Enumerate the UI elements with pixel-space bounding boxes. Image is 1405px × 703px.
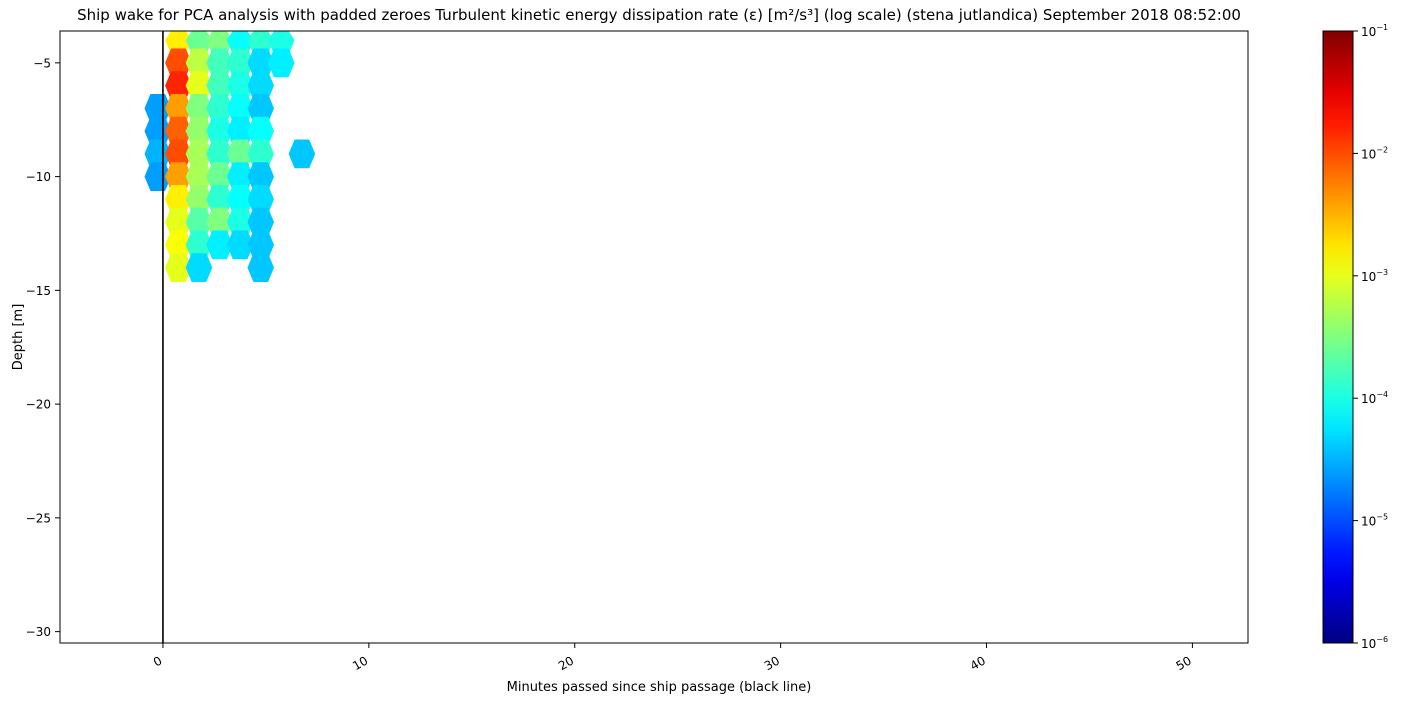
y-tick-label: −30 [26,625,51,639]
heat-cell [165,139,192,169]
heat-cell [206,162,233,191]
x-axis: 0 10 20 30 40 50 [151,643,1194,673]
colorbar-tick-label: 10−6 [1361,635,1388,651]
heat-cell [165,48,192,78]
chart-title: Ship wake for PCA analysis with padded z… [77,6,1241,24]
heat-cell [226,230,254,260]
heat-cell [185,253,213,282]
x-tick-label: 30 [762,653,782,673]
y-axis: −5 −10 −15 −20 −25 −30 [26,56,60,639]
x-tick-label: 40 [968,653,988,673]
colorbar-ticks: 10−6 10−5 10−4 10−3 10−2 10−1 [1353,23,1388,651]
heat-cell [247,48,274,78]
heat-cell [247,253,274,282]
heat-cell [185,48,213,78]
heat-cell [144,116,172,146]
heat-cell [165,162,192,191]
colorbar-tick-label: 10−5 [1361,513,1388,529]
heat-cell [185,207,213,237]
heat-cell [247,185,274,214]
heat-cell [288,139,316,169]
heat-cell [165,207,192,237]
heat-cell [247,139,274,169]
heat-cell [206,139,233,169]
heat-cell [247,94,274,123]
heat-cell [165,230,192,260]
colorbar: 10−6 10−5 10−4 10−3 10−2 10−1 [1322,23,1388,651]
heat-cell [226,48,254,78]
heat-cell [165,116,192,146]
heat-cell [226,94,254,123]
y-tick-label: −20 [26,398,51,412]
heat-cell [185,71,213,100]
heat-cell [165,71,192,100]
colorbar-gradient [1323,31,1353,643]
heat-cell [206,71,233,100]
heat-cell [206,207,233,237]
dissipation-field [144,31,316,282]
heat-cell [268,48,295,78]
heat-cell [226,162,254,191]
heat-cell [247,230,274,260]
heat-cell [226,139,254,169]
colorbar-tick-label: 10−2 [1361,145,1388,161]
heat-cell [206,116,233,146]
heat-cell [247,207,274,237]
heat-cell [206,230,233,260]
y-tick-label: −5 [33,56,51,70]
heat-cell [165,185,192,214]
heat-cell [185,230,213,260]
heat-cell [226,185,254,214]
heat-cell [226,71,254,100]
y-tick-label: −15 [26,284,51,298]
heat-cell [247,116,274,146]
heat-cell [185,94,213,123]
heat-cell [226,207,254,237]
y-tick-label: −25 [26,511,51,525]
x-tick-label: 50 [1174,653,1194,673]
heat-cell [165,94,192,123]
x-tick-label: 20 [556,653,576,673]
colorbar-tick-label: 10−1 [1361,23,1388,39]
colorbar-tick-label: 10−3 [1361,268,1388,284]
plot-area: 0 10 20 30 40 50 −5 −10 −15 −20 −25 −30 [26,30,1249,673]
heat-cell [206,94,233,123]
heat-cell [144,162,172,191]
x-tick-label: 0 [151,653,165,669]
x-tick-label: 10 [350,653,370,673]
heat-cell [206,48,233,78]
x-axis-label: Minutes passed since ship passage (black… [507,680,812,695]
heat-cell [185,162,213,191]
heat-cell [144,139,172,169]
heat-cell [226,116,254,146]
y-tick-label: −10 [26,170,51,184]
heat-cell [144,94,172,123]
plot-frame [59,30,1249,644]
heat-cell [247,162,274,191]
heat-cell [185,139,213,169]
heat-cell [185,185,213,214]
heat-cell [206,185,233,214]
heat-cell [165,253,192,282]
colorbar-tick-label: 10−4 [1361,390,1388,406]
heat-cell [185,116,213,146]
colorbar-frame [1322,30,1354,644]
y-axis-label: Depth [m] [11,304,26,371]
heat-cell [247,71,274,100]
